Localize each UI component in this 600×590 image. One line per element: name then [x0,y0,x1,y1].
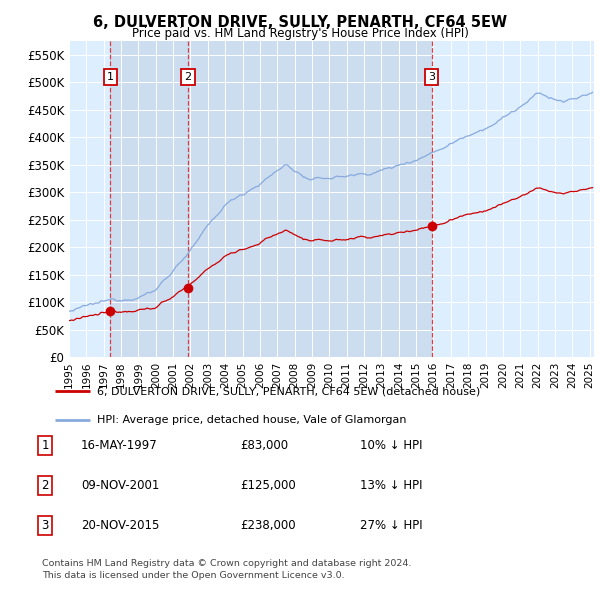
Text: Price paid vs. HM Land Registry's House Price Index (HPI): Price paid vs. HM Land Registry's House … [131,27,469,40]
Text: 1: 1 [41,439,49,452]
Text: 10% ↓ HPI: 10% ↓ HPI [360,439,422,452]
Bar [110,41,188,357]
Text: £83,000: £83,000 [240,439,288,452]
Text: 16-MAY-1997: 16-MAY-1997 [81,439,158,452]
Text: 27% ↓ HPI: 27% ↓ HPI [360,519,422,532]
Text: Contains HM Land Registry data © Crown copyright and database right 2024.: Contains HM Land Registry data © Crown c… [42,559,412,568]
Text: 13% ↓ HPI: 13% ↓ HPI [360,479,422,492]
Text: 6, DULVERTON DRIVE, SULLY, PENARTH, CF64 5EW (detached house): 6, DULVERTON DRIVE, SULLY, PENARTH, CF64… [97,386,481,396]
Text: 09-NOV-2001: 09-NOV-2001 [81,479,160,492]
Text: 2: 2 [184,71,191,81]
Text: HPI: Average price, detached house, Vale of Glamorgan: HPI: Average price, detached house, Vale… [97,415,407,425]
Text: 1: 1 [107,71,113,81]
Text: 3: 3 [41,519,49,532]
Text: £238,000: £238,000 [240,519,296,532]
Text: £125,000: £125,000 [240,479,296,492]
Text: 6, DULVERTON DRIVE, SULLY, PENARTH, CF64 5EW: 6, DULVERTON DRIVE, SULLY, PENARTH, CF64… [93,15,507,30]
Text: 20-NOV-2015: 20-NOV-2015 [81,519,160,532]
Bar [188,41,432,357]
Text: 3: 3 [428,71,435,81]
Text: This data is licensed under the Open Government Licence v3.0.: This data is licensed under the Open Gov… [42,571,344,580]
Text: 2: 2 [41,479,49,492]
